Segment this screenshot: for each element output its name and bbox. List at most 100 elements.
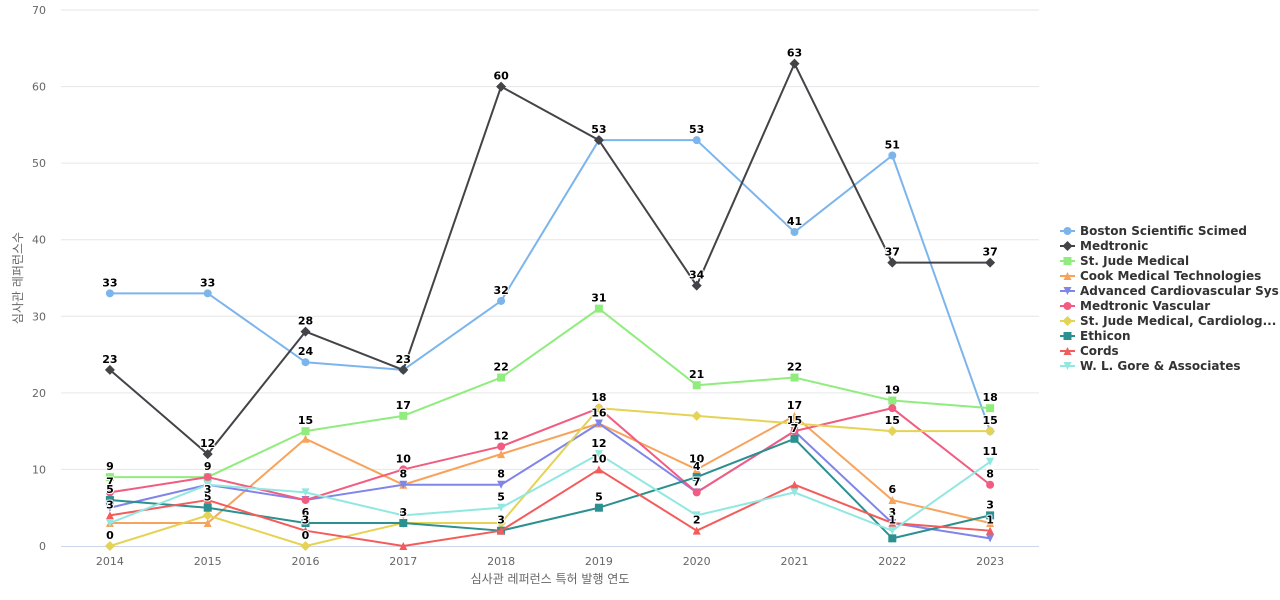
data-point bbox=[399, 511, 408, 520]
data-point bbox=[888, 496, 897, 505]
data-label: 12 bbox=[591, 437, 606, 450]
x-tick-label: 2020 bbox=[683, 555, 711, 568]
legend-item[interactable]: St. Jude Medical, Cardiolog... bbox=[1060, 314, 1276, 328]
x-tick-label: 2023 bbox=[976, 555, 1004, 568]
data-point bbox=[790, 373, 799, 382]
data-point bbox=[986, 534, 995, 543]
data-label: 51 bbox=[885, 138, 900, 151]
data-point bbox=[985, 257, 996, 268]
data-label: 4 bbox=[693, 460, 701, 473]
y-tick-label: 10 bbox=[32, 463, 46, 476]
x-tick-label: 2014 bbox=[96, 555, 124, 568]
series-8 bbox=[105, 465, 995, 550]
data-point bbox=[104, 541, 115, 551]
data-label: 3 bbox=[497, 514, 505, 527]
data-label: 5 bbox=[595, 491, 603, 504]
data-point bbox=[887, 426, 898, 437]
data-point bbox=[300, 541, 311, 551]
data-label: 34 bbox=[689, 269, 705, 282]
data-point bbox=[399, 480, 408, 489]
data-point bbox=[203, 480, 212, 489]
legend-item[interactable]: St. Jude Medical bbox=[1060, 254, 1189, 268]
data-point bbox=[986, 457, 995, 466]
x-tick-label: 2017 bbox=[389, 555, 417, 568]
legend-item[interactable]: Boston Scientific Scimed bbox=[1060, 224, 1247, 238]
data-label: 23 bbox=[102, 353, 117, 366]
data-label: 12 bbox=[200, 437, 215, 450]
data-point bbox=[203, 503, 212, 512]
data-label: 21 bbox=[689, 368, 704, 381]
legend-item[interactable]: W. L. Gore & Associates bbox=[1060, 359, 1241, 373]
data-point bbox=[105, 503, 114, 512]
data-label: 1 bbox=[888, 514, 896, 527]
data-point bbox=[497, 526, 506, 535]
data-label: 9 bbox=[106, 460, 114, 473]
series-1 bbox=[104, 58, 996, 460]
data-label: 17 bbox=[396, 399, 411, 412]
data-label: 6 bbox=[888, 483, 896, 496]
data-point bbox=[104, 364, 115, 375]
legend-marker bbox=[1062, 316, 1073, 326]
legend-item[interactable]: Ethicon bbox=[1060, 329, 1131, 343]
data-point bbox=[497, 450, 506, 459]
legend-item[interactable]: Medtronic bbox=[1060, 239, 1148, 253]
x-tick-label: 2019 bbox=[585, 555, 613, 568]
legend-item[interactable]: Cook Medical Technologies bbox=[1060, 269, 1261, 283]
data-point bbox=[301, 427, 310, 436]
data-point bbox=[496, 81, 507, 92]
data-label: 60 bbox=[493, 70, 509, 83]
data-label: 3 bbox=[204, 483, 212, 496]
data-label: 8 bbox=[986, 468, 994, 481]
data-point bbox=[203, 289, 212, 298]
data-label: 10 bbox=[591, 452, 607, 465]
data-point bbox=[399, 542, 408, 550]
data-label: 19 bbox=[885, 384, 900, 397]
data-point bbox=[692, 488, 701, 497]
data-label: 63 bbox=[787, 47, 802, 60]
x-tick-label: 2015 bbox=[194, 555, 222, 568]
legend-item[interactable]: Cords bbox=[1060, 344, 1119, 358]
legend-label: Ethicon bbox=[1080, 329, 1131, 343]
data-point bbox=[691, 280, 702, 291]
data-label: 37 bbox=[885, 246, 900, 259]
data-point bbox=[692, 136, 701, 145]
x-tick-label: 2016 bbox=[292, 555, 320, 568]
x-axis-ticks: 2014 2015 2016 2017 2018 2019 2020 2021 2022 2023 bbox=[96, 555, 1004, 568]
data-label: 0 bbox=[302, 529, 310, 542]
data-label: 18 bbox=[591, 391, 606, 404]
data-label: 5 bbox=[106, 483, 114, 496]
y-tick-label: 0 bbox=[39, 540, 46, 553]
data-point bbox=[692, 526, 701, 535]
legend-label: Medtronic Vascular bbox=[1080, 299, 1210, 313]
data-point bbox=[985, 426, 996, 437]
data-point bbox=[790, 480, 799, 489]
legend-item[interactable]: Medtronic Vascular bbox=[1060, 299, 1210, 313]
series-9 bbox=[105, 450, 995, 535]
data-label: 3 bbox=[106, 498, 114, 511]
data-label: 33 bbox=[102, 276, 117, 289]
legend-item[interactable]: Advanced Cardiovascular Sys... bbox=[1060, 284, 1280, 298]
data-label: 10 bbox=[689, 452, 705, 465]
data-label: 10 bbox=[396, 452, 412, 465]
x-tick-label: 2022 bbox=[878, 555, 906, 568]
y-tick-label: 20 bbox=[32, 387, 46, 400]
data-point bbox=[790, 434, 799, 443]
legend-label: Boston Scientific Scimed bbox=[1080, 224, 1247, 238]
data-point bbox=[790, 488, 799, 497]
data-label: 3 bbox=[888, 506, 896, 519]
data-point bbox=[301, 434, 310, 443]
data-point bbox=[203, 519, 212, 528]
y-tick-label: 50 bbox=[32, 157, 46, 170]
x-tick-label: 2018 bbox=[487, 555, 515, 568]
data-point bbox=[399, 465, 408, 474]
data-point bbox=[202, 449, 213, 460]
y-tick-label: 60 bbox=[32, 81, 46, 94]
legend-label: Cook Medical Technologies bbox=[1080, 269, 1261, 283]
series-line bbox=[109, 62, 991, 456]
data-point bbox=[203, 496, 212, 505]
series-line bbox=[109, 407, 991, 547]
data-point bbox=[691, 410, 702, 421]
data-label: 0 bbox=[106, 529, 114, 542]
